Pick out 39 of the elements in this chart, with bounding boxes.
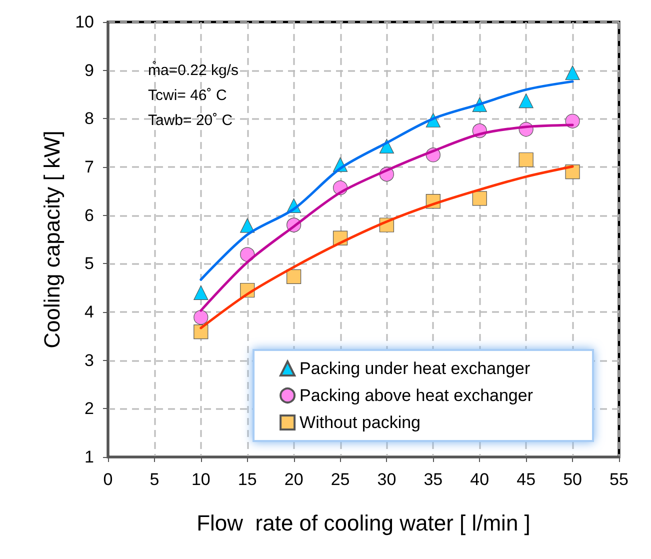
x-axis-title: Flow rate of cooling water [ l/min ]: [196, 510, 530, 536]
x-tick-label: 55: [610, 470, 628, 489]
point: [518, 93, 534, 108]
x-tick-label: 5: [150, 470, 160, 489]
annotation: Tcwi= 46˚ C: [148, 87, 227, 104]
x-tick-label: 40: [470, 470, 490, 489]
legend-label: Without packing: [300, 413, 421, 432]
point: [565, 65, 580, 80]
x-tick-label: 25: [330, 470, 350, 489]
point: [240, 218, 255, 233]
point: [194, 310, 208, 325]
legend-label: Packing under heat exchanger: [300, 359, 530, 378]
y-tick-label: 6: [84, 206, 94, 225]
x-tick-label: 0: [103, 470, 113, 489]
point: [472, 191, 487, 206]
x-tick-label: 20: [284, 470, 304, 489]
x-tick-label: 10: [191, 470, 210, 489]
y-tick-label: 1: [84, 448, 94, 466]
x-tick-label: 50: [563, 470, 582, 489]
legend-label: Packing above heat exchanger: [300, 386, 534, 405]
y-axis-title: Cooling capacity [ kW]: [40, 130, 64, 348]
y-tick-label: 3: [84, 350, 94, 370]
x-tick-label: 45: [516, 470, 536, 489]
point: [194, 285, 208, 300]
y-tick-label: 4: [84, 302, 94, 322]
point: [518, 152, 534, 168]
annotation: m̊a=0.22 kg/s: [148, 60, 238, 79]
point: [286, 269, 302, 284]
y-tick-label: 7: [84, 158, 94, 176]
point: [194, 324, 208, 340]
y-tick-label: 5: [84, 254, 94, 274]
x-tick-label: 30: [377, 470, 396, 489]
y-tick-label: 10: [75, 12, 94, 32]
y-tick-label: 2: [84, 399, 94, 418]
y-tick-label: 8: [84, 109, 94, 128]
x-tick-label: 35: [424, 470, 443, 489]
y-tick-label: 9: [84, 60, 94, 80]
x-tick-label: 15: [238, 470, 257, 489]
annotation: Tawb= 20˚ C: [148, 112, 233, 129]
